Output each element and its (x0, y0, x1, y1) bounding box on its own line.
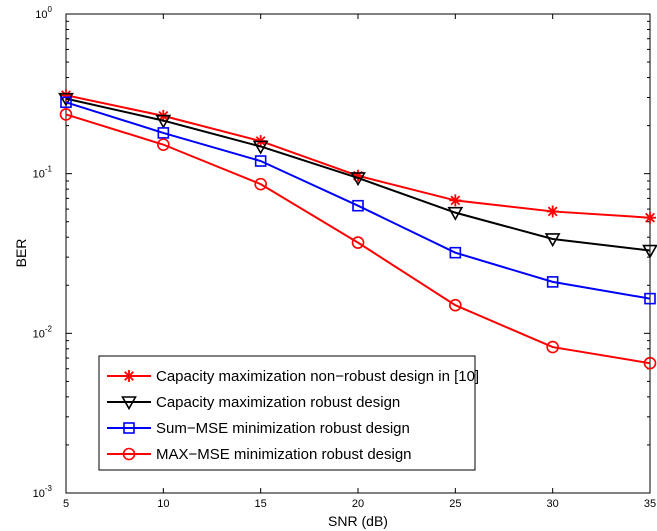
data-point (546, 276, 559, 288)
legend-marker (123, 370, 135, 382)
x-axis-label: SNR (dB) (328, 513, 388, 529)
legend-label: Sum−MSE minimization robust design (156, 420, 410, 437)
series-3 (60, 96, 656, 305)
data-point (546, 205, 559, 218)
data-point (447, 206, 464, 221)
series-line (65, 113, 651, 365)
legend: Capacity maximization non−robust design … (98, 355, 479, 471)
data-point (352, 199, 364, 212)
data-point (644, 211, 656, 224)
data-point (449, 298, 462, 312)
data-point (157, 127, 170, 139)
y-tick-base: 10 (33, 328, 45, 340)
legend-label: Capacity maximization non−robust design … (156, 368, 479, 385)
data-point (449, 246, 462, 259)
data-point (546, 340, 559, 354)
series-2 (58, 92, 657, 259)
data-point (59, 108, 73, 121)
data-point (642, 244, 657, 259)
y-tick-label: 10-3 (33, 484, 53, 500)
series-line (65, 101, 651, 300)
y-tick-base: 10 (33, 488, 45, 500)
y-axis-label: BER (13, 239, 29, 268)
legend-entry: MAX−MSE minimization robust design (107, 446, 412, 463)
data-point (644, 292, 656, 305)
data-point (351, 236, 365, 249)
x-tick-label: 25 (449, 498, 461, 510)
legend-label: Capacity maximization robust design (156, 394, 400, 411)
data-point (58, 92, 74, 107)
series-4 (59, 108, 657, 370)
data-point (157, 138, 170, 151)
data-point (449, 194, 462, 207)
data-point (60, 96, 72, 109)
data-point (643, 356, 657, 370)
legend-entry: Capacity maximization robust design (107, 394, 400, 411)
x-tick-labels: 5 10 15 20 25 30 35 (63, 498, 656, 510)
y-tick-exponent: 0 (48, 5, 53, 14)
data-point (254, 177, 267, 191)
legend-marker (121, 396, 137, 411)
x-tick-label: 15 (255, 498, 267, 510)
data-point (252, 140, 269, 155)
data-point (544, 233, 561, 248)
y-tick-base: 10 (33, 169, 45, 181)
data-point (350, 172, 366, 187)
x-tick-label: 35 (644, 498, 656, 510)
x-tick-label: 10 (157, 498, 169, 510)
legend-entry: Capacity maximization non−robust design … (107, 368, 479, 385)
x-tick-label: 5 (63, 498, 69, 510)
y-tick-exponent: -3 (45, 484, 53, 493)
legend-marker (123, 422, 135, 434)
x-tick-label: 20 (352, 498, 364, 510)
y-tick-label: 10-1 (33, 165, 53, 181)
x-tick-label: 30 (547, 498, 559, 510)
y-tick-base: 10 (35, 9, 47, 21)
data-point (60, 89, 72, 102)
series-line (65, 97, 651, 252)
data-point (254, 155, 267, 167)
series-group (58, 89, 657, 370)
y-tick-label: 10-2 (33, 324, 53, 340)
legend-marker (122, 447, 136, 461)
y-tick-exponent: -2 (45, 324, 53, 333)
legend-label: MAX−MSE minimization robust design (156, 446, 412, 463)
legend-entry: Sum−MSE minimization robust design (107, 420, 410, 437)
data-point (352, 169, 364, 182)
data-point (155, 114, 172, 129)
legend-box (98, 355, 476, 471)
y-tick-exponent: -1 (45, 165, 53, 174)
y-tick-label: 100 (35, 5, 52, 21)
